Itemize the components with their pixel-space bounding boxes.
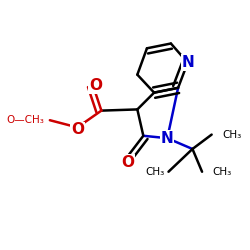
Text: N: N bbox=[161, 131, 174, 146]
Text: CH₃: CH₃ bbox=[222, 130, 242, 140]
Text: O: O bbox=[121, 155, 134, 170]
Text: CH₃: CH₃ bbox=[213, 167, 232, 177]
Text: O—CH₃: O—CH₃ bbox=[6, 115, 44, 125]
Text: CH₃: CH₃ bbox=[146, 167, 165, 177]
Text: O: O bbox=[89, 78, 102, 93]
Text: O: O bbox=[71, 122, 84, 137]
Text: N: N bbox=[181, 55, 194, 70]
